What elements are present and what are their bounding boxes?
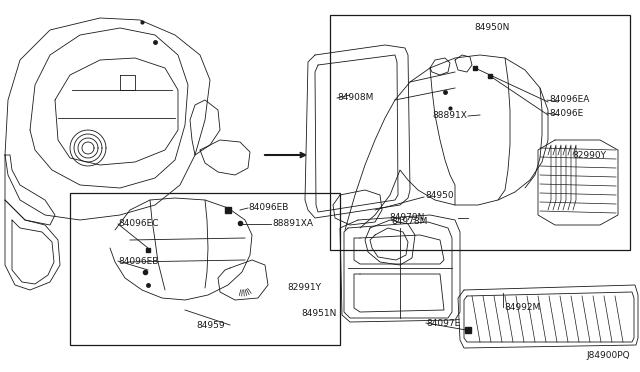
Text: 84950N: 84950N bbox=[474, 23, 509, 32]
Text: 82990Y: 82990Y bbox=[572, 151, 606, 160]
Text: 84992M: 84992M bbox=[504, 302, 540, 311]
Text: 84979N: 84979N bbox=[389, 214, 424, 222]
Text: 84951N: 84951N bbox=[301, 308, 337, 317]
Text: 88891X: 88891X bbox=[432, 110, 467, 119]
Text: 84908M: 84908M bbox=[337, 93, 373, 103]
Text: 84097E: 84097E bbox=[426, 320, 460, 328]
Text: 84096E: 84096E bbox=[549, 109, 583, 118]
Text: 88891XA: 88891XA bbox=[272, 219, 313, 228]
Text: 84950: 84950 bbox=[425, 192, 454, 201]
Text: 84096EB: 84096EB bbox=[118, 257, 158, 266]
Text: 84959: 84959 bbox=[196, 321, 225, 330]
Text: 84096EB: 84096EB bbox=[248, 202, 289, 212]
Text: 82991Y: 82991Y bbox=[287, 283, 321, 292]
Text: 84096EC: 84096EC bbox=[118, 219, 159, 228]
Text: J84900PQ: J84900PQ bbox=[586, 351, 630, 360]
Bar bbox=[330, 15, 630, 250]
Text: 84096EA: 84096EA bbox=[549, 96, 589, 105]
Bar bbox=[70, 193, 340, 345]
Text: 84978M: 84978M bbox=[391, 218, 428, 227]
